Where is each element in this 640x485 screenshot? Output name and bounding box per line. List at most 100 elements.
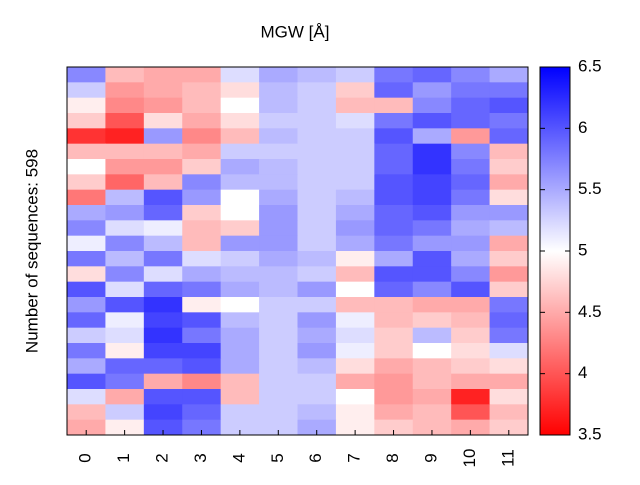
heatmap-cell	[297, 235, 337, 252]
heatmap-cell	[412, 358, 452, 375]
heatmap-cell	[374, 159, 414, 175]
heatmap-cell	[105, 220, 145, 237]
heatmap-cell	[451, 189, 491, 206]
heatmap-cell	[489, 82, 529, 99]
heatmap-cell	[489, 113, 529, 129]
heatmap-cell	[143, 327, 183, 344]
heatmap-cell	[451, 373, 491, 390]
heatmap-cell	[451, 327, 491, 344]
heatmap-cell	[143, 312, 183, 329]
heatmap-cell	[259, 189, 298, 206]
heatmap-cell	[297, 266, 337, 283]
heatmap-cell	[182, 251, 222, 267]
heatmap-cell	[220, 235, 260, 252]
heatmap-cell	[451, 404, 491, 421]
heatmap-cell	[259, 343, 298, 359]
heatmap-cell	[259, 266, 298, 283]
heatmap-cell	[297, 419, 337, 436]
heatmap-cell	[143, 82, 183, 99]
heatmap-cell	[259, 205, 298, 221]
heatmap-cell	[335, 189, 375, 206]
heatmap-cell	[451, 297, 491, 313]
heatmap-cell	[297, 205, 337, 221]
heatmap-cell	[412, 205, 452, 221]
heatmap-cell	[374, 174, 414, 191]
heatmap-cell	[182, 220, 222, 237]
heatmap-cell	[143, 205, 183, 221]
heatmap-cell	[143, 251, 183, 267]
heatmap-cell	[67, 419, 106, 436]
heatmap-cell	[374, 143, 414, 160]
heatmap-cell	[105, 389, 145, 405]
heatmap-cell	[67, 297, 106, 313]
heatmap-cell	[489, 343, 529, 359]
heatmap-cell	[182, 343, 222, 359]
colorbar-tick-label: 6.5	[578, 56, 602, 75]
heatmap-cell	[374, 128, 414, 145]
heatmap-cell	[220, 266, 260, 283]
heatmap-cell	[451, 235, 491, 252]
heatmap-cell	[220, 297, 260, 313]
heatmap-cell	[143, 281, 183, 298]
heatmap-cell	[374, 373, 414, 390]
heatmap-cell	[182, 419, 222, 436]
heatmap-cell	[489, 67, 529, 83]
heatmap-cell	[451, 128, 491, 145]
heatmap-cell	[297, 97, 337, 114]
heatmap-cell	[220, 143, 260, 160]
heatmap-cell	[451, 389, 491, 405]
heatmap-cell	[259, 358, 298, 375]
heatmap-cell	[412, 159, 452, 175]
heatmap-cell	[220, 67, 260, 83]
heatmap-cell	[412, 281, 452, 298]
heatmap-cell	[182, 97, 222, 114]
heatmap-cell	[451, 251, 491, 267]
heatmap-cell	[143, 159, 183, 175]
heatmap-cell	[374, 297, 414, 313]
heatmap-cell	[182, 266, 222, 283]
heatmap-cell	[105, 358, 145, 375]
heatmap-cell	[374, 419, 414, 436]
heatmap-cell	[259, 143, 298, 160]
x-tick-label: 0	[76, 453, 95, 462]
heatmap-cell	[259, 128, 298, 145]
heatmap-cell	[143, 67, 183, 83]
heatmap-cell	[489, 297, 529, 313]
heatmap-cell	[220, 113, 260, 129]
heatmap-cell	[412, 189, 452, 206]
heatmap-cell	[259, 419, 298, 436]
heatmap-cell	[335, 358, 375, 375]
heatmap-cell	[220, 343, 260, 359]
heatmap-cell	[67, 251, 106, 267]
heatmap-cell	[220, 205, 260, 221]
heatmap-cell	[335, 343, 375, 359]
heatmap-cell	[105, 205, 145, 221]
heatmap-cell	[67, 373, 106, 390]
heatmap-cell	[412, 220, 452, 237]
heatmap-cell	[67, 358, 106, 375]
heatmap-cell	[220, 97, 260, 114]
heatmap-cell	[374, 97, 414, 114]
heatmap-cell	[259, 389, 298, 405]
colorbar-tick-label: 5	[578, 240, 587, 259]
x-tick-label: 11	[498, 449, 517, 467]
heatmap-cell	[335, 143, 375, 160]
heatmap-cell	[67, 281, 106, 298]
heatmap-cell	[451, 266, 491, 283]
heatmap-cell	[143, 419, 183, 436]
heatmap-cell	[105, 113, 145, 129]
heatmap-cell	[412, 235, 452, 252]
heatmap-cell	[67, 97, 106, 114]
heatmap-cell	[182, 159, 222, 175]
heatmap-cell	[259, 297, 298, 313]
heatmap-cell	[67, 235, 106, 252]
heatmap-cell	[67, 189, 106, 206]
heatmap-cell	[220, 358, 260, 375]
heatmap-cell	[451, 419, 491, 436]
heatmap-cell	[259, 281, 298, 298]
heatmap-cell	[335, 235, 375, 252]
heatmap-cell	[105, 189, 145, 206]
heatmap-cell	[297, 113, 337, 129]
heatmap-cell	[297, 312, 337, 329]
heatmap-cell	[105, 251, 145, 267]
